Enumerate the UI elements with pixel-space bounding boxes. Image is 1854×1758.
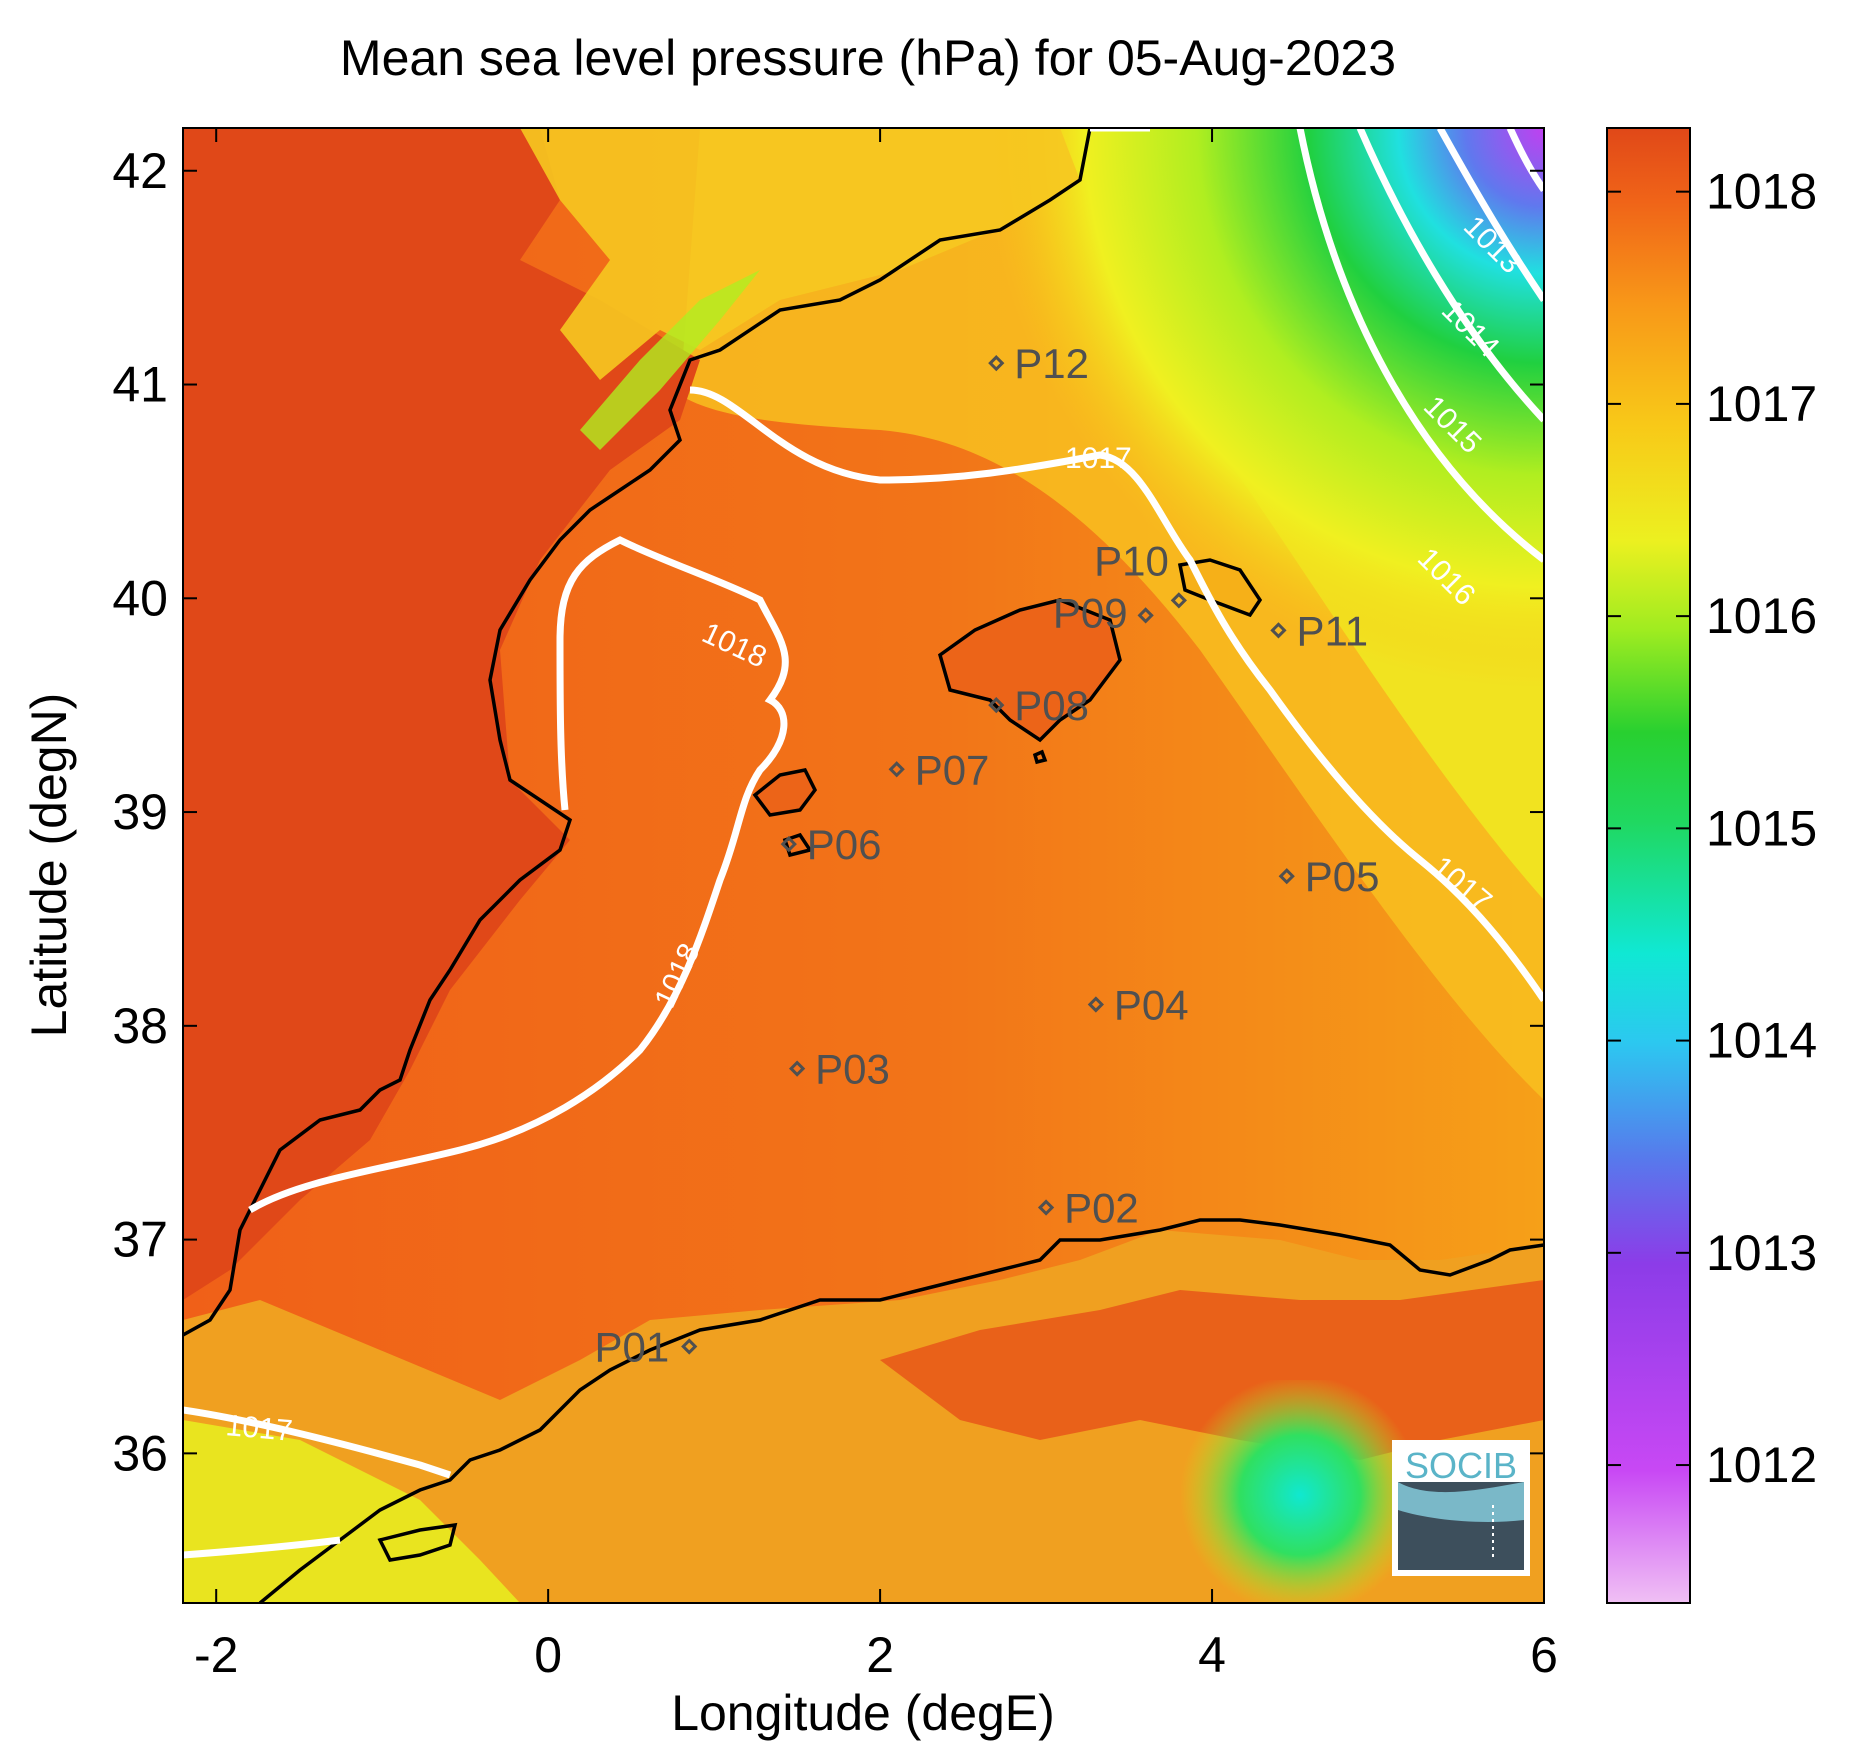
station-p01[interactable]: P01 xyxy=(594,1323,698,1370)
isobar-1017-north xyxy=(689,386,1544,1002)
iberia-yellow-coast xyxy=(520,128,1080,380)
y-tick-label: 37 xyxy=(112,1212,168,1268)
y-tick-label: 39 xyxy=(112,784,168,840)
station-marker-icon xyxy=(1278,868,1295,885)
iberia-green-strip xyxy=(580,270,760,450)
isobar-1016 xyxy=(1296,128,1544,563)
isobar-label: 1017 xyxy=(1065,442,1132,475)
x-tick-label: -2 xyxy=(194,1627,238,1683)
colorbar-tick-label: 1015 xyxy=(1706,800,1817,856)
mallorca-land xyxy=(940,600,1120,740)
station-p09[interactable]: P09 xyxy=(1053,589,1154,636)
isobar-1014 xyxy=(1436,128,1544,302)
x-tick-label: 2 xyxy=(866,1627,894,1683)
station-p02[interactable]: P02 xyxy=(1037,1185,1139,1232)
isobar-1018-loop xyxy=(248,536,789,1214)
station-label: P10 xyxy=(1094,537,1169,584)
station-label: P06 xyxy=(807,821,882,868)
coastline-menorca xyxy=(1177,558,1263,618)
logo-wave xyxy=(1398,1482,1524,1522)
ibiza-land xyxy=(755,770,815,815)
x-axis: -2 0 2 4 6 xyxy=(194,128,1558,1683)
stations: P01 P02 P03 P04 P05 P06 P07 P08 P09 P10 P11 P12 xyxy=(594,340,1379,1370)
station-p08[interactable]: P08 xyxy=(988,682,1089,729)
coastline-mallorca xyxy=(937,598,1122,743)
station-label: P07 xyxy=(915,746,990,793)
colorbar-ticks: 1012 1013 1014 1015 1016 1017 1018 xyxy=(1607,164,1817,1493)
station-label: P04 xyxy=(1114,981,1189,1028)
x-tick-label: 0 xyxy=(534,1627,562,1683)
iberia-land xyxy=(183,128,700,1300)
coastline-iberia xyxy=(183,128,1092,1337)
y-tick-label: 41 xyxy=(112,357,168,413)
station-p06[interactable]: P06 xyxy=(780,821,882,868)
coastline-cabrera xyxy=(1032,749,1048,765)
africa-yellow-west xyxy=(183,1420,520,1603)
socib-logo: SOCIB xyxy=(1392,1440,1530,1576)
coastline-ibiza xyxy=(752,768,818,817)
logo-text: SOCIB xyxy=(1405,1445,1517,1486)
station-label: P05 xyxy=(1305,853,1380,900)
coastline-ceuta xyxy=(377,1522,458,1562)
station-label: P09 xyxy=(1053,589,1128,636)
station-label: P11 xyxy=(1296,607,1368,654)
pressure-field xyxy=(183,128,1544,1603)
station-label: P02 xyxy=(1064,1185,1139,1232)
x-tick-label: 4 xyxy=(1198,1627,1226,1683)
colorbar-tick-label: 1016 xyxy=(1706,588,1817,644)
colorbar-tick-label: 1013 xyxy=(1706,1225,1817,1281)
isobar-1017-south xyxy=(183,1406,452,1559)
station-marker-icon xyxy=(988,697,1005,714)
station-label: P03 xyxy=(815,1046,890,1093)
isobars xyxy=(183,128,1544,1559)
colorbar-tick-label: 1018 xyxy=(1706,164,1817,220)
map-title: Mean sea level pressure (hPa) for 05-Aug… xyxy=(340,30,1396,86)
station-marker-icon xyxy=(1137,607,1154,624)
station-marker-icon xyxy=(780,836,797,853)
station-marker-icon xyxy=(788,1060,806,1077)
station-marker-icon xyxy=(681,1338,698,1355)
x-axis-label: Longitude (degE) xyxy=(671,1685,1055,1741)
colorbar: 1012 1013 1014 1015 1016 1017 1018 xyxy=(1606,127,1817,1604)
station-label: P01 xyxy=(594,1323,669,1370)
isobar-label: 1017 xyxy=(224,1409,293,1448)
station-label: P12 xyxy=(1014,340,1089,387)
y-axis-label: Latitude (degN) xyxy=(21,693,77,1038)
colorbar-tick-label: 1014 xyxy=(1706,1013,1817,1069)
y-tick-label: 36 xyxy=(112,1425,168,1481)
station-p03[interactable]: P03 xyxy=(788,1046,890,1093)
isobar-1013 xyxy=(1506,128,1544,193)
colorbar-ramp xyxy=(1606,127,1691,1604)
station-p05[interactable]: P05 xyxy=(1278,853,1380,900)
colorbar-tick-label: 1017 xyxy=(1706,376,1817,432)
station-marker-icon xyxy=(888,761,905,778)
plot-frame xyxy=(182,127,1545,1604)
station-marker-icon xyxy=(1087,996,1104,1013)
ne-low-pressure xyxy=(900,128,1544,828)
coastline-africa xyxy=(258,1218,1544,1603)
station-p10[interactable]: P10 xyxy=(1094,537,1187,609)
y-tick-label: 42 xyxy=(112,143,168,199)
y-tick-label: 38 xyxy=(112,998,168,1054)
station-p12[interactable]: P12 xyxy=(988,340,1089,387)
africa-green-area xyxy=(1180,1380,1420,1603)
station-marker-icon xyxy=(1037,1199,1055,1216)
x-tick-label: 6 xyxy=(1530,1627,1558,1683)
colorbar-tick-label: 1012 xyxy=(1706,1437,1817,1493)
station-marker-icon xyxy=(1170,592,1187,609)
station-label: P08 xyxy=(1014,682,1089,729)
coastlines xyxy=(183,128,1544,1603)
station-p07[interactable]: P07 xyxy=(888,746,990,793)
station-p04[interactable]: P04 xyxy=(1087,981,1189,1028)
station-marker-icon xyxy=(988,355,1005,372)
station-p11[interactable]: P11 xyxy=(1270,607,1368,654)
station-marker-icon xyxy=(1270,622,1287,639)
isobar-1015 xyxy=(1356,128,1544,423)
y-axis: 36 37 38 39 40 41 42 xyxy=(112,143,1544,1481)
y-tick-label: 40 xyxy=(112,570,168,626)
